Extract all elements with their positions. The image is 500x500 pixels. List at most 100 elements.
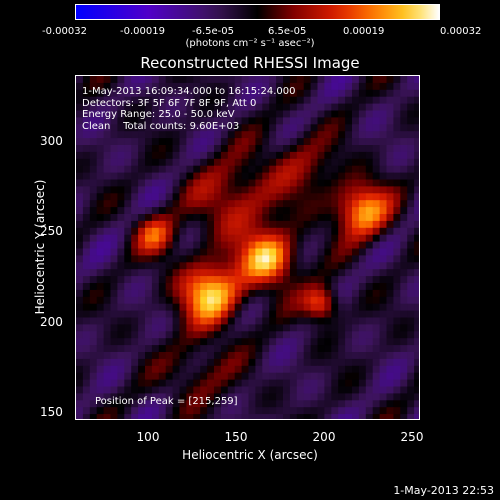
heatmap-cell — [89, 220, 98, 229]
heatmap-cell — [262, 414, 270, 419]
heatmap-cell — [186, 200, 194, 208]
heatmap-cell — [207, 207, 215, 215]
heatmap-cell — [407, 103, 415, 111]
heatmap-cell — [303, 283, 312, 291]
x-tick: 150 — [224, 430, 248, 444]
heatmap-cell — [158, 379, 167, 387]
heatmap-cell — [248, 227, 256, 236]
heatmap-cell — [200, 151, 208, 160]
heatmap-cell — [186, 248, 194, 256]
heatmap-cell — [110, 214, 118, 222]
heatmap-cell — [214, 379, 222, 387]
heatmap-cell — [96, 89, 105, 98]
heatmap-cell — [158, 317, 167, 325]
heatmap-cell — [386, 234, 394, 243]
heatmap-cell — [276, 310, 284, 318]
heatmap-cell — [393, 131, 401, 139]
heatmap-cell — [386, 89, 394, 98]
heatmap-cell — [207, 227, 215, 236]
heatmap-cell — [352, 138, 360, 146]
heatmap-cell — [352, 117, 360, 125]
heatmap-cell — [158, 365, 167, 374]
heatmap-cell — [379, 269, 387, 277]
heatmap-cell — [372, 372, 381, 381]
heatmap-cell — [214, 200, 222, 208]
heatmap-cell — [296, 352, 305, 360]
heatmap-cell — [214, 89, 222, 98]
heatmap-cell — [393, 138, 401, 146]
heatmap-cell — [214, 172, 222, 180]
heatmap-cell — [276, 186, 284, 194]
heatmap-cell — [372, 400, 381, 408]
heatmap-cell — [110, 283, 118, 291]
heatmap-cell — [386, 76, 394, 84]
heatmap-cell — [317, 255, 325, 263]
heatmap-cell — [172, 358, 180, 367]
heatmap-cell — [386, 138, 394, 146]
heatmap-cell — [296, 407, 305, 415]
heatmap-cell — [269, 227, 277, 236]
heatmap-cell — [214, 393, 222, 401]
heatmap-cell — [151, 262, 160, 270]
heatmap-cell — [379, 76, 387, 84]
heatmap-cell — [82, 331, 91, 339]
heatmap-cell — [179, 407, 187, 415]
heatmap-cell — [365, 289, 374, 298]
heatmap-image — [76, 76, 419, 419]
heatmap-cell — [296, 151, 305, 160]
heatmap-cell — [345, 76, 353, 84]
heatmap-cell — [241, 414, 249, 419]
heatmap-cell — [262, 200, 270, 208]
heatmap-cell — [151, 124, 160, 132]
heatmap-cell — [283, 96, 291, 105]
heatmap-cell — [317, 407, 325, 415]
heatmap-cell — [365, 386, 374, 394]
heatmap-cell — [400, 117, 408, 125]
heatmap-cell — [324, 310, 332, 318]
heatmap-cell — [131, 269, 139, 277]
heatmap-cell — [227, 138, 236, 146]
heatmap-cell — [207, 338, 215, 346]
heatmap-cell — [317, 158, 325, 167]
heatmap-cell — [165, 269, 174, 277]
heatmap-cell — [207, 407, 215, 415]
heatmap-cell — [255, 193, 263, 201]
heatmap-cell — [317, 96, 325, 105]
heatmap-cell — [276, 117, 284, 125]
heatmap-cell — [227, 234, 236, 243]
heatmap-cell — [124, 103, 132, 111]
heatmap-cell — [207, 172, 215, 180]
heatmap-cell — [310, 407, 318, 415]
heatmap-cell — [186, 324, 194, 332]
heatmap-cell — [248, 400, 256, 408]
heatmap-cell — [214, 76, 222, 84]
heatmap-cell — [352, 310, 360, 318]
heatmap-cell — [269, 124, 277, 132]
heatmap-cell — [158, 214, 167, 222]
heatmap-cell — [214, 117, 222, 125]
heatmap-cell — [317, 220, 325, 229]
heatmap-cell — [76, 145, 84, 153]
heatmap-cell — [283, 255, 291, 263]
heatmap-cell — [131, 255, 139, 263]
heatmap-cell — [158, 386, 167, 394]
heatmap-cell — [234, 241, 243, 249]
heatmap-cell — [138, 241, 146, 249]
heatmap-cell — [303, 365, 312, 374]
heatmap-cell — [234, 96, 243, 105]
heatmap-cell — [352, 414, 360, 419]
heatmap-cell — [220, 352, 229, 360]
heatmap-cell — [131, 179, 139, 187]
heatmap-cell — [138, 214, 146, 222]
heatmap-cell — [76, 352, 84, 360]
heatmap-cell — [145, 110, 153, 118]
heatmap-cell — [269, 400, 277, 408]
heatmap-cell — [310, 220, 318, 229]
heatmap-cell — [303, 89, 312, 98]
heatmap-cell — [179, 193, 187, 201]
heatmap-cell — [82, 145, 91, 153]
heatmap-cell — [158, 310, 167, 318]
heatmap-cell — [296, 145, 305, 153]
heatmap-cell — [310, 138, 318, 146]
heatmap-cell — [110, 200, 118, 208]
